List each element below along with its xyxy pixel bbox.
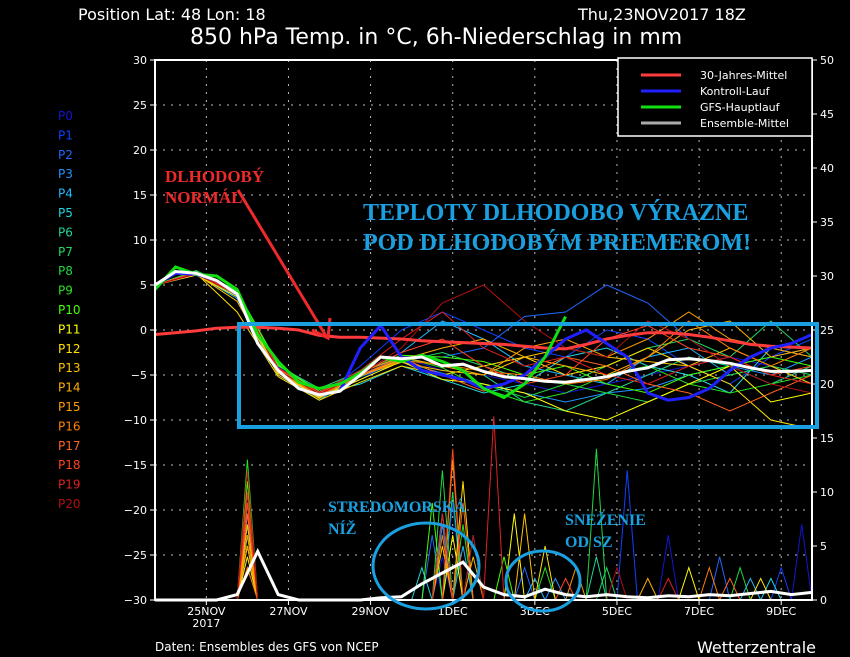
y-tick-label-right: 20 bbox=[820, 378, 834, 391]
legend: 30-Jahres-Mittel Kontroll-Lauf GFS-Hauptla… bbox=[617, 57, 813, 137]
x-tick-label: 5DEC bbox=[602, 605, 632, 618]
precip-line-p18 bbox=[155, 448, 812, 601]
precip-line-p17 bbox=[155, 502, 812, 601]
member-label-p7: P7 bbox=[58, 245, 73, 259]
temp-series bbox=[153, 265, 813, 430]
y-tick-label-right: 10 bbox=[820, 486, 834, 499]
member-label-p19: P19 bbox=[58, 478, 81, 492]
temp-line-ensemble-mean bbox=[154, 269, 813, 397]
data-source: Daten: Ensembles des GFS von NCEP bbox=[155, 640, 379, 654]
y-tick-label-left: 30 bbox=[133, 54, 147, 67]
axes: 302520151050−5−10−15−20−25−3050454035302… bbox=[124, 54, 834, 630]
y-tick-label-left: 0 bbox=[140, 324, 147, 337]
highlight-rectangle bbox=[237, 322, 819, 429]
member-label-p11: P11 bbox=[58, 322, 81, 336]
snow-circle bbox=[504, 549, 582, 613]
y-tick-label-right: 30 bbox=[820, 270, 834, 283]
member-label-p5: P5 bbox=[58, 206, 73, 220]
members-legend: P0 P1 P2 P3 P4 P5 P6 P7 P8 P9 P10 P11 P12 P13 P14 P15 P1… bbox=[58, 109, 81, 511]
annotations: DLHODOBÝ NORMÁL TEPLOTY DLHODOBO VÝRAZNE… bbox=[165, 167, 819, 613]
legend-label: Kontroll-Lauf bbox=[700, 85, 771, 98]
legend-label: 30-Jahres-Mittel bbox=[700, 69, 787, 82]
member-label-p3: P3 bbox=[58, 167, 73, 181]
y-tick-label-right: 15 bbox=[820, 432, 834, 445]
arrow-line bbox=[236, 189, 328, 337]
x-tick-label: 7DEC bbox=[684, 605, 714, 618]
member-label-p12: P12 bbox=[58, 342, 81, 356]
headline-line1: TEPLOTY DLHODOBO VÝRAZNE bbox=[363, 200, 748, 226]
x-tick-label: 9DEC bbox=[766, 605, 796, 618]
med-annotation-line2: NÍŽ bbox=[328, 519, 356, 538]
member-label-p10: P10 bbox=[58, 303, 81, 317]
y-tick-label-right: 45 bbox=[820, 108, 834, 121]
x-tick-label: 25NOV bbox=[187, 605, 226, 618]
temp-line-p12 bbox=[154, 272, 813, 430]
y-tick-label-right: 0 bbox=[820, 594, 827, 607]
member-label-p0: P0 bbox=[58, 109, 73, 123]
legend-label: Ensemble-Mittel bbox=[700, 117, 789, 130]
y-tick-label-right: 25 bbox=[820, 324, 834, 337]
member-label-p16: P16 bbox=[58, 419, 81, 433]
normal-annotation-line2: NORMÁL bbox=[165, 188, 242, 207]
run-datetime: Thu,23NOV2017 18Z bbox=[577, 5, 746, 24]
y-tick-label-left: −15 bbox=[124, 459, 147, 472]
y-tick-label-right: 35 bbox=[820, 216, 834, 229]
y-tick-label-left: −25 bbox=[124, 549, 147, 562]
legend-label: GFS-Hauptlauf bbox=[700, 101, 781, 114]
med-circle bbox=[371, 521, 481, 611]
y-tick-label-left: −10 bbox=[124, 414, 147, 427]
med-annotation-line1: STREDOMORSKÁ bbox=[328, 497, 466, 516]
y-tick-label-right: 5 bbox=[820, 540, 827, 553]
snow-annotation-line2: OD SZ bbox=[565, 534, 613, 551]
member-label-p15: P15 bbox=[58, 400, 81, 414]
y-tick-label-left: −20 bbox=[124, 504, 147, 517]
x-tick-label: 1DEC bbox=[438, 605, 468, 618]
chart-title: 850 hPa Temp. in °C, 6h-Niederschlag in … bbox=[190, 25, 682, 50]
member-label-p13: P13 bbox=[58, 361, 81, 375]
x-tick-label: 27NOV bbox=[269, 605, 308, 618]
member-label-p1: P1 bbox=[58, 128, 73, 142]
member-label-p4: P4 bbox=[58, 187, 73, 201]
member-label-p6: P6 bbox=[58, 225, 73, 239]
precip-line-p9 bbox=[155, 459, 812, 601]
precip-series bbox=[155, 416, 813, 602]
member-label-p14: P14 bbox=[58, 381, 81, 395]
member-label-p20: P20 bbox=[58, 497, 81, 511]
snow-annotation-line1: SNEŽENIE bbox=[565, 510, 646, 529]
temp-line-p11 bbox=[154, 274, 813, 421]
x-tick-label: 29NOV bbox=[351, 605, 390, 618]
precip-line-p14 bbox=[155, 545, 812, 601]
member-label-p2: P2 bbox=[58, 148, 73, 162]
normal-annotation-line1: DLHODOBÝ bbox=[165, 167, 264, 186]
precip-line-p20 bbox=[155, 470, 812, 601]
y-tick-label-left: 10 bbox=[133, 234, 147, 247]
y-tick-label-left: 25 bbox=[133, 99, 147, 112]
headline-line2: POD DLHODOBÝM PRIEMEROM! bbox=[363, 230, 751, 256]
precip-line-p13 bbox=[155, 513, 812, 601]
y-tick-label-right: 40 bbox=[820, 162, 834, 175]
precip-line-ensemble-mean bbox=[155, 547, 813, 602]
temp-line-climate-mean bbox=[154, 325, 813, 351]
y-tick-label-left: −30 bbox=[124, 594, 147, 607]
member-label-p18: P18 bbox=[58, 458, 81, 472]
y-tick-label-left: 15 bbox=[133, 189, 147, 202]
y-tick-label-left: −5 bbox=[131, 369, 147, 382]
x-tick-sublabel: 2017 bbox=[192, 617, 220, 630]
y-tick-label-left: 5 bbox=[140, 279, 147, 292]
member-label-p17: P17 bbox=[58, 439, 81, 453]
member-label-p8: P8 bbox=[58, 264, 73, 278]
position-label: Position Lat: 48 Lon: 18 bbox=[78, 5, 266, 24]
brand-label: Wetterzentrale bbox=[697, 638, 816, 657]
y-tick-label-right: 50 bbox=[820, 54, 834, 67]
y-tick-label-left: 20 bbox=[133, 144, 147, 157]
member-label-p9: P9 bbox=[58, 284, 73, 298]
